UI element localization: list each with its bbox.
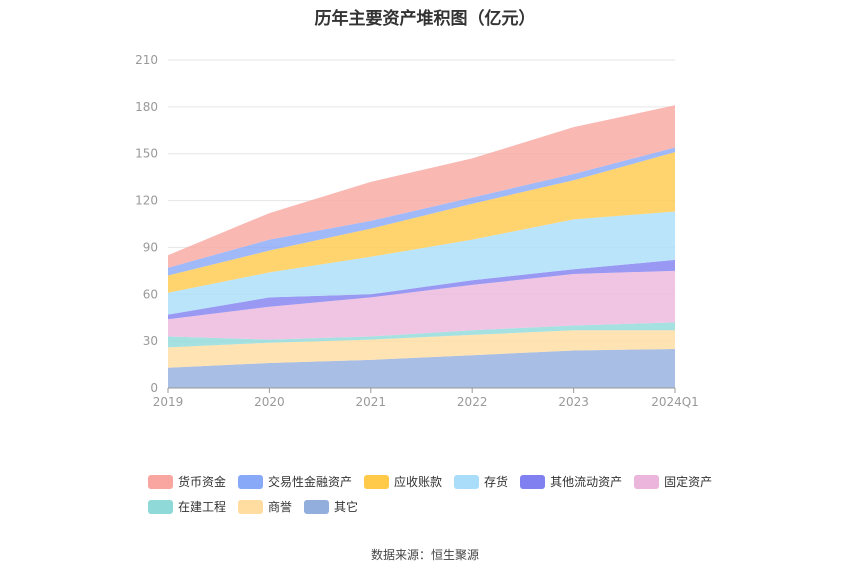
x-tick-label: 2019 — [153, 395, 184, 409]
legend-item[interactable]: 交易性金融资产 — [238, 473, 352, 490]
legend-item[interactable]: 应收账款 — [364, 473, 442, 490]
legend-label: 存货 — [484, 475, 509, 489]
chart-legend: 货币资金 交易性金融资产 应收账款 存货 其他流动资产 固定资产 在建工程 商誉 其它 — [148, 473, 748, 523]
legend-item[interactable]: 货币资金 — [148, 473, 226, 490]
legend-item[interactable]: 其他流动资产 — [520, 473, 622, 490]
y-tick-label: 150 — [135, 147, 158, 161]
legend-label: 其他流动资产 — [550, 475, 623, 489]
legend-item[interactable]: 其它 — [304, 498, 358, 515]
legend-swatch — [148, 499, 173, 514]
legend-item[interactable]: 存货 — [454, 473, 508, 490]
legend-item[interactable]: 商誉 — [238, 498, 292, 515]
x-tick-label: 2021 — [356, 395, 387, 409]
area-series-商誉 — [168, 330, 675, 368]
data-source-note: 数据来源：恒生聚源 — [370, 548, 479, 562]
legend-row: 在建工程 商誉 其它 — [148, 498, 748, 523]
legend-label: 固定资产 — [664, 475, 713, 489]
legend-swatch — [148, 474, 173, 489]
legend-label: 其它 — [334, 500, 359, 514]
y-tick-label: 120 — [135, 194, 158, 208]
area-series-在建工程 — [168, 322, 675, 348]
y-tick-label: 30 — [143, 334, 158, 348]
x-tick-label: 2023 — [558, 395, 589, 409]
legend-swatch — [520, 474, 546, 489]
chart-title: 历年主要资产堆积图（亿元） — [314, 9, 536, 29]
y-tick-label: 0 — [150, 381, 158, 395]
legend-swatch — [238, 474, 264, 489]
legend-label: 应收账款 — [394, 475, 443, 489]
legend-swatch — [364, 474, 390, 489]
y-tick-label: 60 — [143, 287, 158, 301]
legend-label: 在建工程 — [178, 500, 227, 514]
legend-row: 货币资金 交易性金融资产 应收账款 存货 其他流动资产 固定资产 — [148, 473, 748, 498]
area-series-存货 — [168, 211, 675, 315]
area-series-固定资产 — [168, 270, 675, 340]
legend-swatch — [304, 499, 330, 514]
area-series-交易性金融资产 — [168, 147, 675, 276]
y-tick-label: 210 — [135, 53, 158, 67]
x-tick-label: 2020 — [254, 395, 285, 409]
stacked-area-chart: 0 30 60 90 120 150 180 210 2019 2020 2021 2022 2023 2… — [135, 53, 699, 409]
legend-label: 商誉 — [268, 500, 293, 514]
y-tick-label: 90 — [143, 240, 158, 254]
area-series-货币资金 — [168, 105, 675, 268]
y-tick-label: 180 — [135, 100, 158, 114]
legend-item[interactable]: 固定资产 — [634, 473, 712, 490]
x-tick-label: 2022 — [457, 395, 488, 409]
legend-swatch — [634, 474, 660, 489]
legend-label: 货币资金 — [178, 475, 227, 489]
legend-swatch — [454, 474, 480, 489]
area-series-其它 — [168, 348, 675, 388]
area-series-其他流动资产 — [168, 259, 675, 320]
legend-item[interactable]: 在建工程 — [148, 498, 226, 515]
legend-label: 交易性金融资产 — [268, 475, 353, 489]
x-tick-label: 2024Q1 — [651, 395, 699, 409]
area-series-应收账款 — [168, 152, 675, 293]
legend-swatch — [238, 499, 264, 514]
